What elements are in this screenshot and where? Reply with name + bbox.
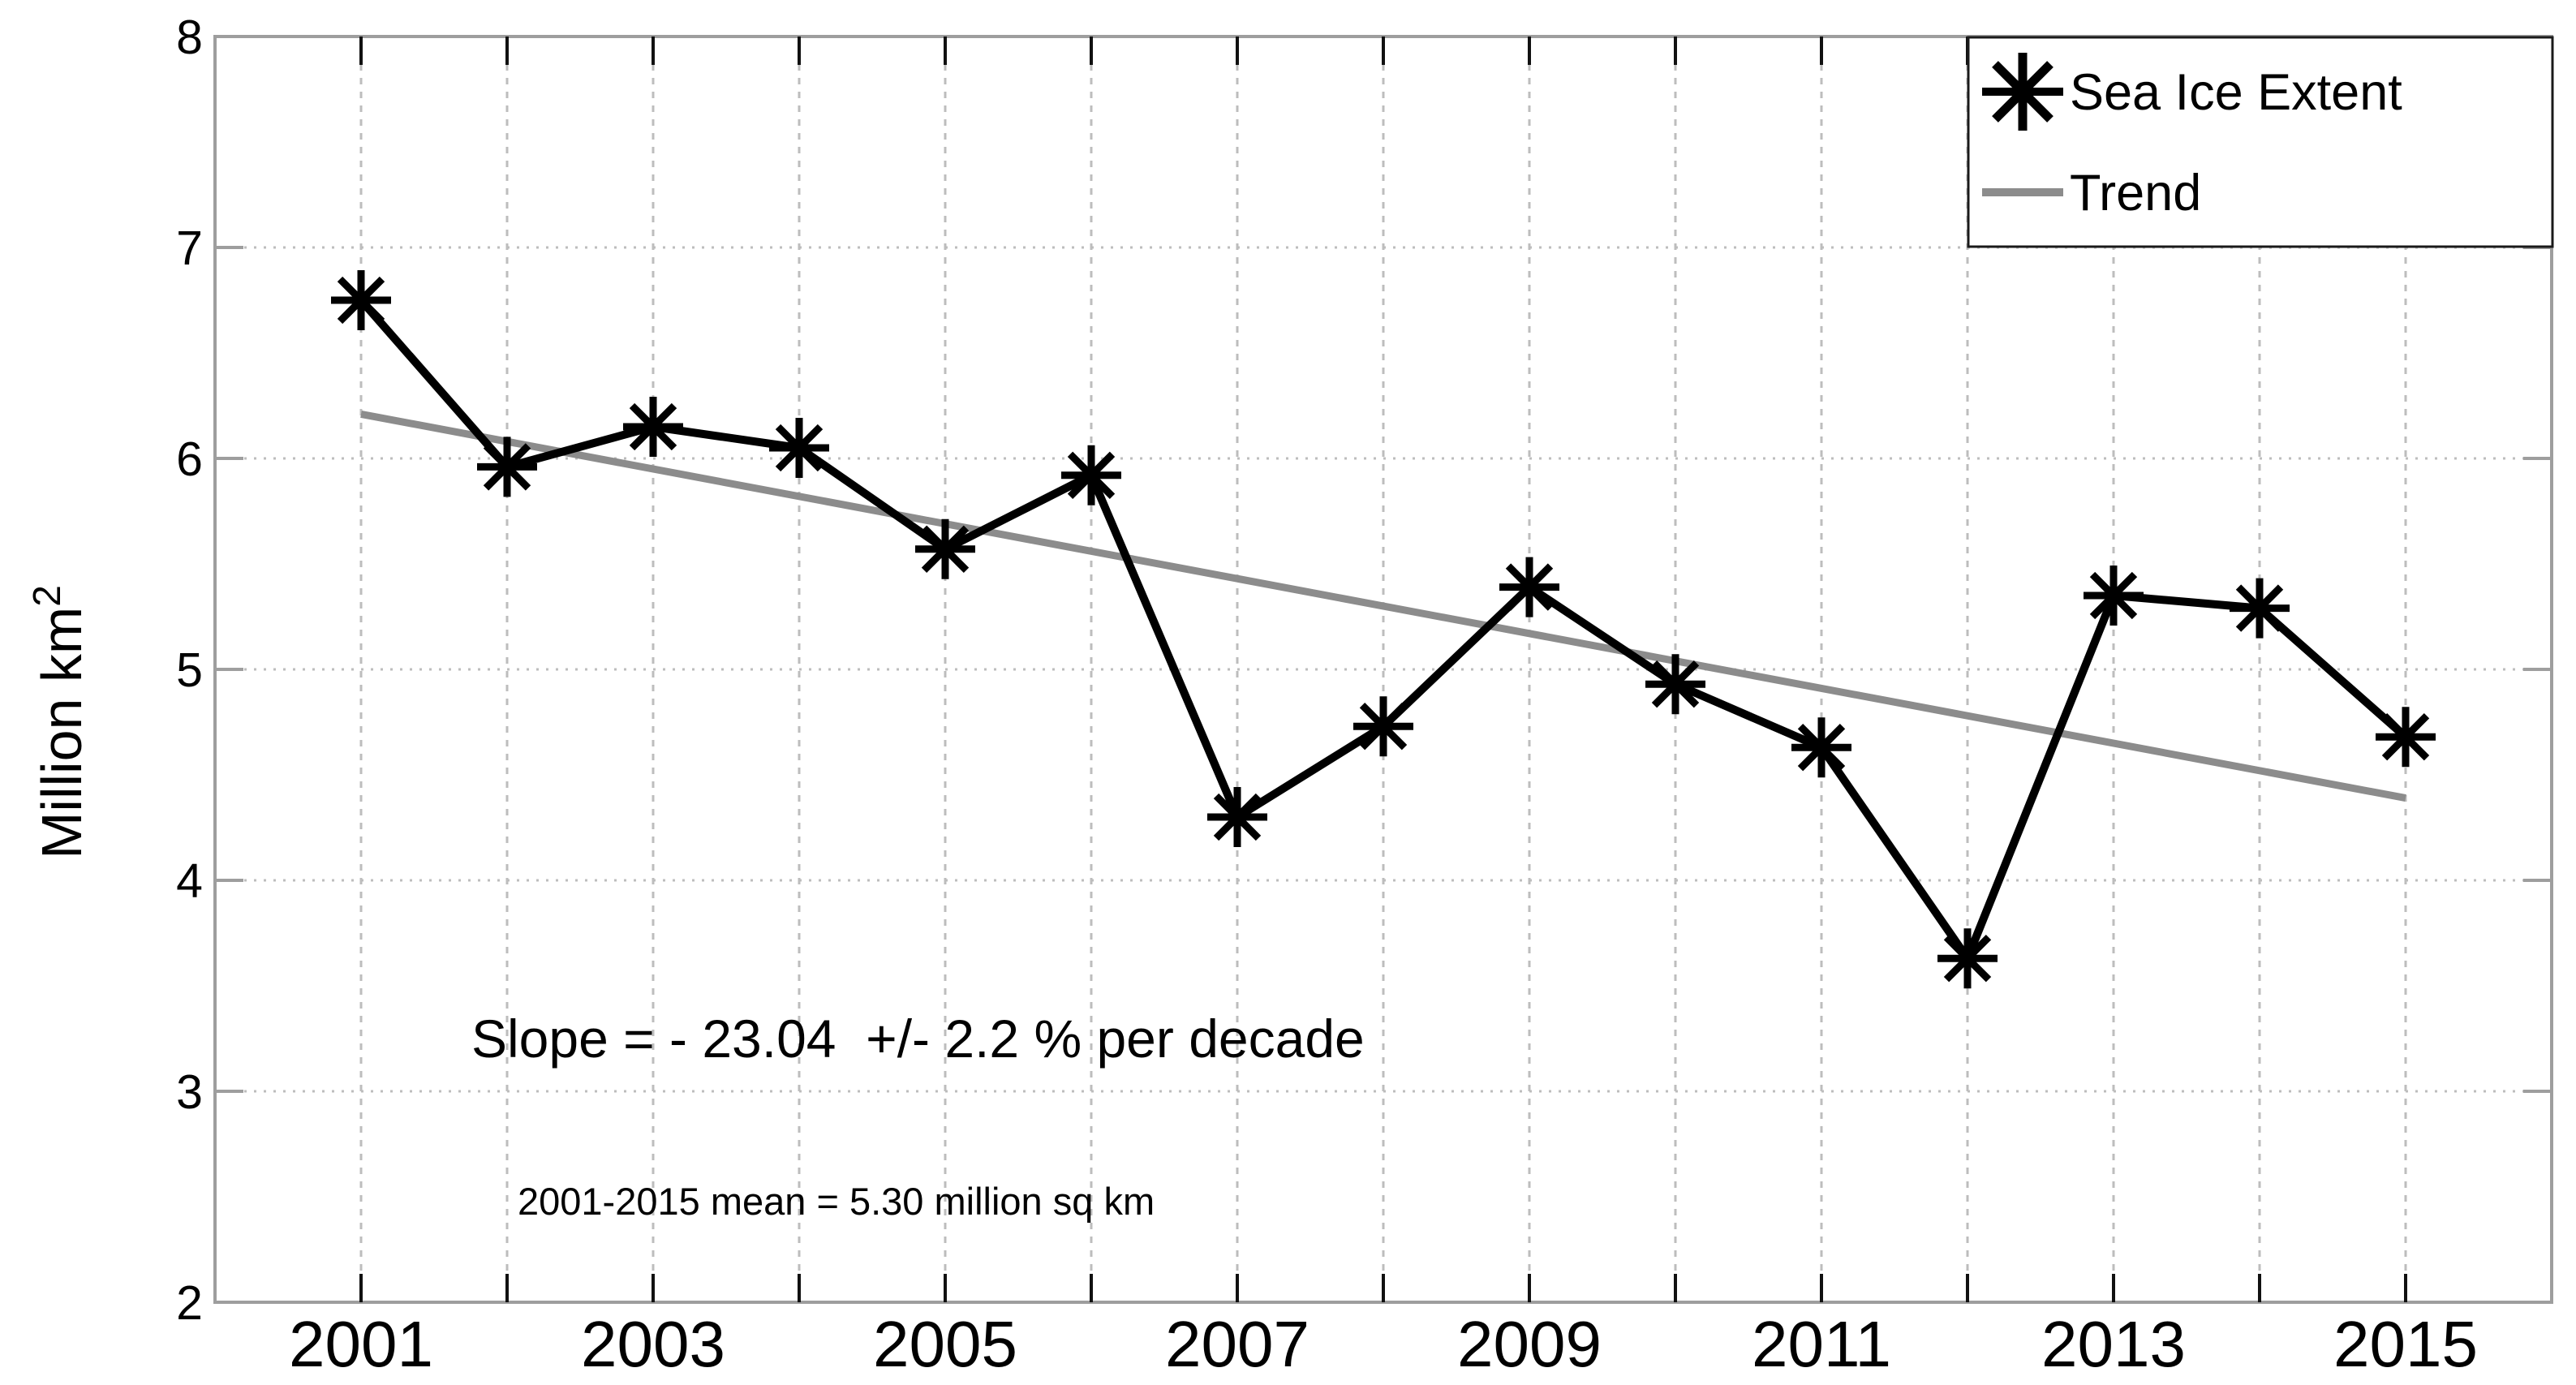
axis-tick-labels: 2001 2003 2005 2007 2009 2011 2013 2015 2 3 4 5 6 7 8 (176, 11, 2478, 1380)
y-tick-label-5: 5 (176, 643, 203, 697)
data-point-marker-2008 (1353, 696, 1413, 757)
plot-series (331, 270, 2436, 989)
data-point-marker-2004 (769, 418, 829, 478)
mean-annotation: 2001-2015 mean = 5.30 million sq km (518, 1180, 1155, 1223)
data-point-marker-2012 (1937, 928, 1998, 989)
x-tick-label-2011: 2011 (1752, 1308, 1891, 1380)
data-point-marker-2015 (2376, 707, 2436, 768)
data-point-marker-2006 (1061, 445, 1121, 505)
x-tick-label-2015: 2015 (2333, 1308, 2478, 1380)
legend-label-sea-ice: Sea Ice Extent (2070, 64, 2402, 121)
y-tick-label-6: 6 (176, 432, 203, 486)
axis-ticks (215, 37, 2552, 1302)
slope-annotation: Slope = - 23.04 +/- 2.2 % per decade (471, 1009, 1365, 1069)
y-tick-label-3: 3 (176, 1065, 203, 1119)
legend-box (1967, 36, 2554, 248)
x-tick-label-2003: 2003 (581, 1308, 725, 1380)
x-tick-label-2013: 2013 (2041, 1308, 2186, 1380)
x-tick-label-2009: 2009 (1457, 1308, 1602, 1380)
gridlines (215, 37, 2552, 1302)
legend: Sea Ice Extent Trend (1967, 36, 2554, 248)
data-point-marker-2002 (477, 437, 537, 497)
x-tick-label-2001: 2001 (289, 1308, 433, 1380)
data-point-marker-2013 (2084, 566, 2144, 626)
data-point-marker-2005 (915, 518, 975, 579)
data-point-marker-2011 (1791, 717, 1851, 778)
y-tick-label-8: 8 (176, 11, 203, 64)
data-point-marker-2014 (2230, 578, 2290, 639)
x-tick-label-2007: 2007 (1165, 1308, 1310, 1380)
data-point-marker-2009 (1499, 557, 1559, 617)
y-tick-label-2: 2 (176, 1276, 203, 1330)
trend-line (360, 410, 2406, 802)
x-tick-label-2005: 2005 (873, 1308, 1017, 1380)
y-axis-label: Million km2 (26, 585, 93, 859)
data-point-marker-2007 (1207, 787, 1267, 847)
y-tick-label-7: 7 (176, 222, 203, 275)
legend-label-trend: Trend (2070, 165, 2201, 222)
y-tick-label-4: 4 (176, 854, 203, 908)
data-point-marker-2001 (331, 270, 391, 330)
data-point-marker-2010 (1645, 654, 1705, 715)
asterisk-marker-icon (1992, 53, 2053, 131)
data-point-marker-2003 (623, 397, 683, 457)
